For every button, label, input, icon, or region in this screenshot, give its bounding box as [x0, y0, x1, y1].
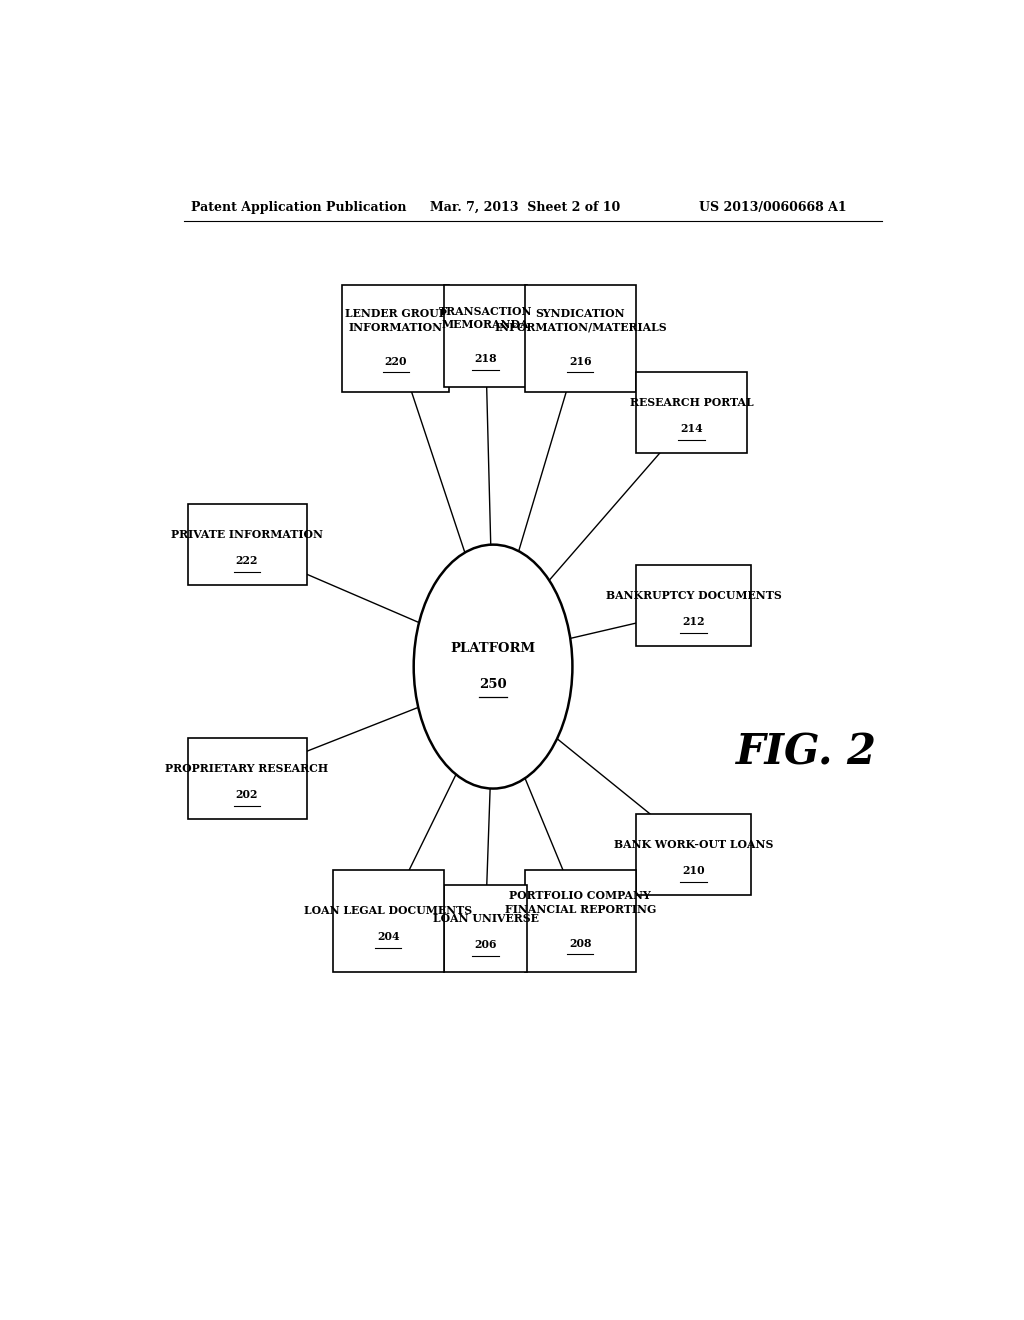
- Text: BANK WORK-OUT LOANS: BANK WORK-OUT LOANS: [613, 840, 773, 850]
- FancyBboxPatch shape: [636, 372, 748, 453]
- Text: 204: 204: [377, 932, 399, 942]
- Text: 214: 214: [680, 424, 702, 434]
- Text: PLATFORM: PLATFORM: [451, 642, 536, 655]
- Text: 210: 210: [682, 866, 705, 876]
- Text: LENDER GROUP
INFORMATION: LENDER GROUP INFORMATION: [345, 309, 446, 333]
- Text: 206: 206: [474, 939, 497, 950]
- FancyBboxPatch shape: [443, 285, 527, 387]
- Text: LOAN LEGAL DOCUMENTS: LOAN LEGAL DOCUMENTS: [304, 906, 472, 916]
- Text: Mar. 7, 2013  Sheet 2 of 10: Mar. 7, 2013 Sheet 2 of 10: [430, 201, 620, 214]
- FancyBboxPatch shape: [333, 870, 443, 972]
- Text: 222: 222: [236, 556, 258, 566]
- Text: 212: 212: [682, 616, 705, 627]
- FancyBboxPatch shape: [342, 285, 450, 392]
- Text: US 2013/0060668 A1: US 2013/0060668 A1: [699, 201, 847, 214]
- Text: RESEARCH PORTAL: RESEARCH PORTAL: [630, 397, 754, 408]
- Text: PORTFOLIO COMPANY
FINANCIAL REPORTING: PORTFOLIO COMPANY FINANCIAL REPORTING: [505, 890, 656, 915]
- FancyBboxPatch shape: [524, 870, 636, 972]
- Text: TRANSACTION
MEMORANDA: TRANSACTION MEMORANDA: [438, 306, 532, 330]
- Ellipse shape: [414, 545, 572, 788]
- Text: SYNDICATION
INFORMATION/MATERIALS: SYNDICATION INFORMATION/MATERIALS: [494, 309, 667, 333]
- Text: 216: 216: [569, 355, 592, 367]
- Text: 208: 208: [569, 937, 592, 949]
- Text: 218: 218: [474, 354, 497, 364]
- Text: PRIVATE INFORMATION: PRIVATE INFORMATION: [171, 529, 323, 540]
- Text: Patent Application Publication: Patent Application Publication: [191, 201, 407, 214]
- FancyBboxPatch shape: [443, 886, 527, 972]
- FancyBboxPatch shape: [636, 814, 751, 895]
- Text: PROPRIETARY RESEARCH: PROPRIETARY RESEARCH: [166, 763, 329, 774]
- FancyBboxPatch shape: [636, 565, 751, 647]
- Text: 250: 250: [479, 678, 507, 692]
- Text: 220: 220: [385, 355, 408, 367]
- Text: BANKRUPTCY DOCUMENTS: BANKRUPTCY DOCUMENTS: [605, 590, 781, 601]
- FancyBboxPatch shape: [187, 504, 306, 585]
- Text: LOAN UNIVERSE: LOAN UNIVERSE: [432, 912, 539, 924]
- Text: FIG. 2: FIG. 2: [736, 733, 877, 774]
- FancyBboxPatch shape: [524, 285, 636, 392]
- FancyBboxPatch shape: [187, 738, 306, 818]
- Text: 202: 202: [236, 789, 258, 800]
